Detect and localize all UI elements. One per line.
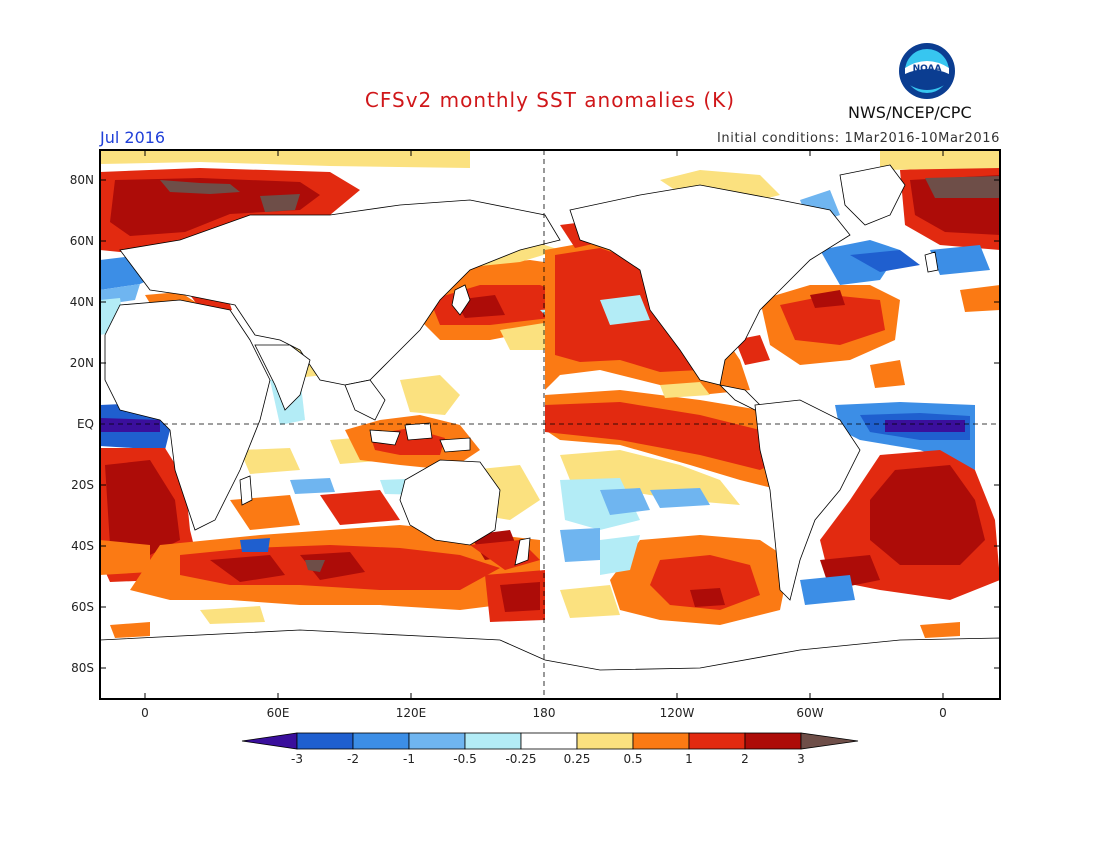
- lon-label-120w: 120W: [659, 706, 695, 720]
- lat-label-80n: 80N: [69, 173, 94, 187]
- lon-label-0-right: 0: [939, 706, 947, 720]
- map-frame: [99, 149, 1001, 700]
- lat-label-40s: 40S: [71, 539, 94, 553]
- india: [254, 344, 311, 411]
- colorbar-label: 2: [741, 752, 749, 766]
- colorbar-label: 1: [685, 752, 693, 766]
- lon-label-0-left: 0: [141, 706, 149, 720]
- lat-ticks: [100, 179, 1000, 669]
- colorbar-label: -3: [291, 752, 303, 766]
- colorbar-label: 0.25: [563, 752, 591, 766]
- eurasia: [119, 199, 561, 386]
- colorbar-swatch: [408, 732, 466, 750]
- lat-label-40n: 40N: [69, 295, 94, 309]
- colorbar-upper-arrow: [800, 732, 859, 750]
- colorbar: [241, 732, 859, 750]
- colorbar-label: 0.5: [623, 752, 643, 766]
- colorbar-swatch: [688, 732, 746, 750]
- anomaly-field: [100, 150, 1000, 699]
- lon-label-180: 180: [532, 706, 556, 720]
- colorbar-swatch: [520, 732, 578, 750]
- lon-label-60w: 60W: [796, 706, 824, 720]
- initial-conditions: Initial conditions: 1Mar2016-10Mar2016: [716, 131, 1000, 146]
- forecast-month: Jul 2016: [100, 128, 166, 147]
- agency-label: NWS/NCEP/CPC: [848, 103, 972, 122]
- lon-label-60e: 60E: [266, 706, 290, 720]
- logo-text: NOAA: [913, 64, 942, 74]
- lat-label-60s: 60S: [71, 600, 94, 614]
- lat-label-eq: EQ: [76, 417, 94, 431]
- colorbar-swatch: [352, 732, 410, 750]
- lon-ticks: [144, 150, 944, 699]
- colorbar-swatch: [296, 732, 354, 750]
- south-america: [754, 399, 861, 601]
- antarctica: [100, 629, 1000, 699]
- colorbar-label: -2: [347, 752, 359, 766]
- colorbar-swatch: [576, 732, 634, 750]
- lat-label-20n: 20N: [69, 356, 94, 370]
- colorbar-lower-arrow: [241, 732, 298, 750]
- australia: [399, 459, 501, 546]
- colorbar-label: -1: [403, 752, 415, 766]
- noaa-logo: NOAA: [899, 43, 955, 99]
- colorbar-swatch: [632, 732, 690, 750]
- greenland: [839, 164, 906, 226]
- north-america: [569, 184, 851, 386]
- lat-label-60n: 60N: [69, 234, 94, 248]
- colorbar-swatch: [464, 732, 522, 750]
- lon-label-120e: 120E: [395, 706, 427, 720]
- map-title: CFSv2 monthly SST anomalies (K): [364, 88, 736, 112]
- africa: [104, 299, 271, 531]
- colorbar-label: -0.5: [453, 752, 477, 766]
- colorbar-swatch: [744, 732, 802, 750]
- lat-label-80s: 80S: [71, 661, 94, 675]
- lat-label-20s: 20S: [71, 478, 94, 492]
- colorbar-label: -0.25: [505, 752, 537, 766]
- colorbar-label: 3: [797, 752, 805, 766]
- continents: [100, 164, 1000, 699]
